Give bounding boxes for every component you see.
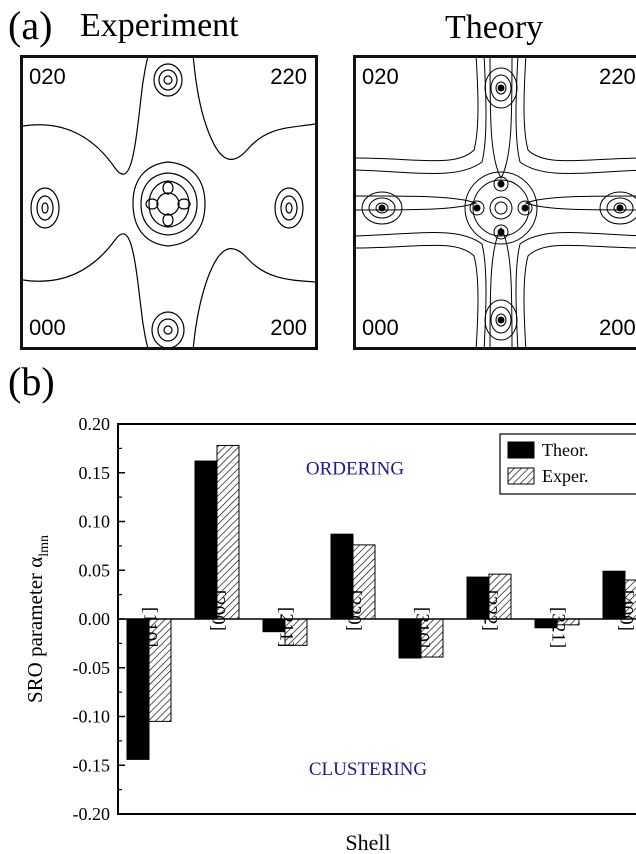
y-tick-label: -0.10 — [73, 707, 111, 727]
theory-contours — [356, 58, 636, 347]
clustering-annotation: CLUSTERING — [309, 759, 428, 780]
legend: Theor. Exper. — [499, 433, 636, 495]
bars-group — [126, 444, 636, 760]
legend-swatch-theor — [507, 441, 535, 459]
sro-bar-chart: -0.20 -0.15 -0.10 -0.05 0.00 0.05 0.10 0.15 0.20… — [23, 414, 636, 854]
exp-corner-020: 020 — [29, 64, 66, 89]
panel-a-label: (a) — [8, 3, 53, 48]
exp-corner-220: 220 — [270, 64, 307, 89]
y-axis: -0.20 -0.15 -0.10 -0.05 0.00 0.05 0.10 0.15 0.20 — [73, 414, 125, 824]
category-label: [211] — [276, 607, 297, 647]
category-label: [321] — [548, 607, 569, 648]
y-tick-label: 0.20 — [79, 414, 111, 434]
category-label: [200] — [208, 590, 229, 631]
y-axis-label: SRO parameter αlmn — [23, 535, 52, 703]
category-label: [400] — [616, 590, 636, 631]
y-tick-label: -0.15 — [73, 755, 111, 775]
y-axis-label-main: SRO parameter α — [23, 557, 47, 703]
plot-frame — [117, 423, 636, 815]
theory-map: 020 220 000 200 — [353, 55, 636, 350]
y-axis-label-sub: lmn — [37, 535, 52, 557]
y-tick-label: 0.15 — [79, 463, 111, 483]
theo-corner-020: 020 — [362, 64, 399, 89]
x-axis-label: Shell — [345, 830, 390, 854]
theory-title: Theory — [445, 9, 544, 46]
legend-label-exper: Exper. — [542, 466, 589, 486]
x-category-labels: [110] [200] [211] [220] [310] [222] [321] [400] — [140, 590, 636, 648]
category-label: [310] — [412, 607, 433, 648]
panel-b-label: (b) — [8, 359, 55, 404]
bar-exper — [624, 579, 636, 620]
y-tick-label: -0.05 — [73, 658, 111, 678]
category-label: [222] — [480, 590, 501, 631]
theo-corner-000: 000 — [362, 315, 399, 340]
y-tick-label: 0.10 — [79, 512, 111, 532]
exp-corner-200: 200 — [270, 315, 307, 340]
experiment-title: Experiment — [80, 7, 239, 44]
category-label: [110] — [140, 607, 161, 647]
theo-corner-220: 220 — [599, 64, 636, 89]
theo-corner-200: 200 — [599, 315, 636, 340]
y-tick-label: -0.20 — [73, 804, 111, 824]
ordering-annotation: ORDERING — [306, 459, 404, 480]
experiment-map: 020 220 000 200 — [20, 55, 318, 350]
y-tick-label: 0.00 — [79, 609, 111, 629]
y-tick-label: 0.05 — [79, 560, 111, 580]
experiment-contours — [23, 58, 315, 347]
category-label: [220] — [344, 590, 365, 631]
legend-label-theor: Theor. — [542, 440, 589, 460]
legend-swatch-exper — [507, 467, 535, 485]
exp-corner-000: 000 — [29, 315, 66, 340]
